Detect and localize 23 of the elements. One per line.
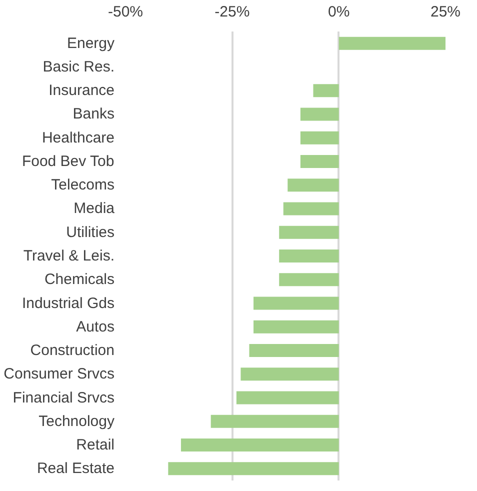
x-tick-label: 0% [328, 4, 350, 20]
y-tick-label: Chemicals [44, 271, 115, 288]
y-tick-label: Telecoms [51, 176, 115, 194]
y-tick-label: Utilities [66, 224, 115, 241]
y-tick-label: Technology [38, 412, 115, 430]
y-tick-label: Consumer Srvcs [4, 366, 114, 383]
y-tick-label: Construction [30, 342, 115, 360]
y-tick-label: Basic Res. [42, 58, 115, 76]
y-tick-label: Real Estate [36, 460, 115, 478]
y-tick-label: Banks [72, 106, 115, 123]
x-tick-label: -25% [214, 4, 250, 20]
y-tick-label: Autos [76, 318, 114, 336]
y-tick-label: Retail [76, 436, 115, 454]
y-tick-label: Healthcare [42, 129, 115, 146]
x-tick-label: 25% [430, 4, 461, 20]
y-tick-label: Industrial Gds [22, 294, 115, 312]
y-tick-label: Financial Srvcs [12, 389, 115, 406]
y-tick-label: Food Bev Tob [22, 152, 114, 170]
y-tick-label: Media [74, 200, 116, 218]
y-tick-label: Travel & Leis. [23, 248, 115, 264]
y-tick-label: Insurance [48, 82, 114, 100]
y-tick-label: Energy [66, 34, 115, 52]
x-tick-label: -50% [108, 4, 144, 20]
